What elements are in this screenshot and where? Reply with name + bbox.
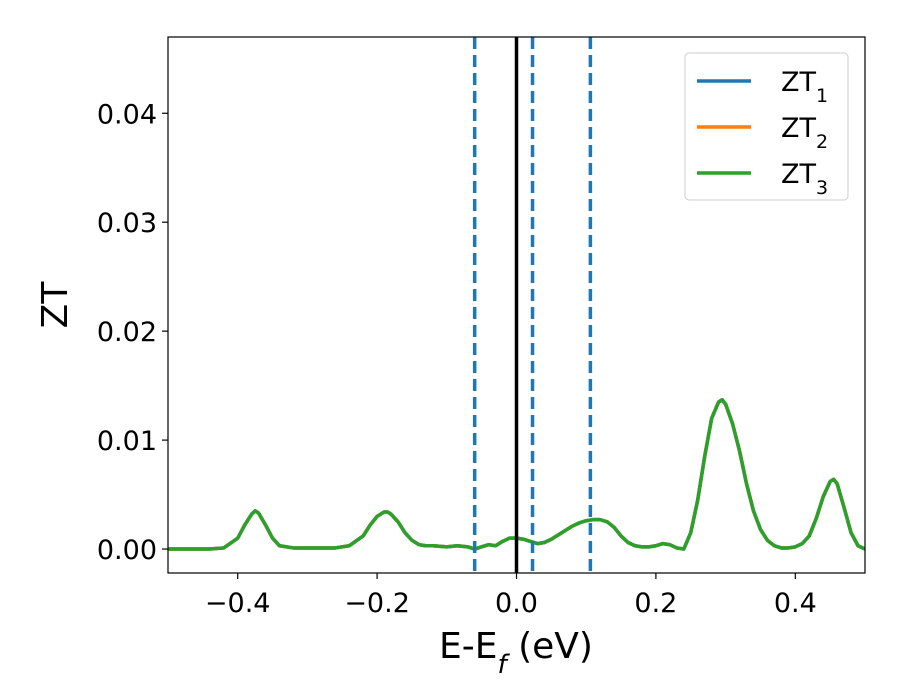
y-tick-label: 0.00 — [97, 535, 157, 566]
x-axis: −0.4 −0.2 0.0 0.2 0.4 — [205, 573, 817, 619]
y-tick-label: 0.03 — [97, 208, 157, 239]
x-tick-label: 0.0 — [495, 588, 538, 619]
legend-label-1: ZT1 — [781, 67, 828, 107]
legend-label-3: ZT3 — [781, 159, 828, 199]
x-tick-label: −0.2 — [344, 588, 410, 619]
y-tick-label: 0.04 — [97, 99, 157, 130]
x-axis-label: E-Ef (eV) — [439, 626, 593, 680]
y-axis-label: ZT — [35, 281, 76, 329]
x-tick-label: 0.4 — [774, 588, 817, 619]
y-axis: 0.00 0.01 0.02 0.03 0.04 — [97, 99, 168, 566]
legend-box — [684, 52, 849, 201]
x-tick-label: −0.4 — [205, 588, 271, 619]
series-line-3 — [168, 398, 865, 551]
legend-label-2: ZT2 — [781, 113, 828, 153]
y-tick-label: 0.02 — [97, 317, 157, 348]
legend: ZT1 ZT2 ZT3 — [684, 52, 849, 201]
y-tick-label: 0.01 — [97, 426, 157, 457]
x-tick-label: 0.2 — [634, 588, 677, 619]
